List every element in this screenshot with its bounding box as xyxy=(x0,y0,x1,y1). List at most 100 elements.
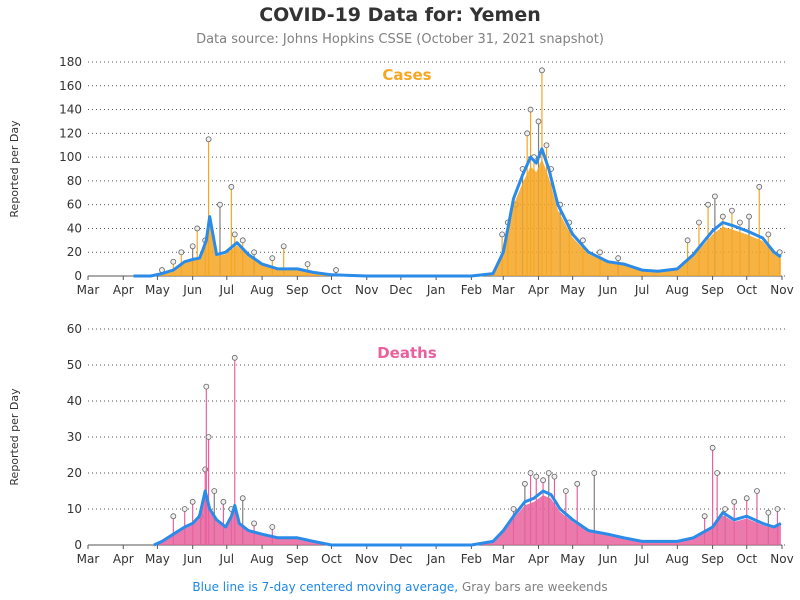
bar-mass-area xyxy=(133,159,781,276)
daily-point xyxy=(231,354,238,361)
daily-point xyxy=(269,524,276,530)
daily-point xyxy=(535,118,542,125)
daily-point xyxy=(170,258,177,265)
daily-point xyxy=(524,130,531,137)
y-tick-label: 60 xyxy=(67,322,82,336)
x-tick-label: Apr xyxy=(528,283,549,297)
daily-point xyxy=(574,480,581,487)
x-tick-label: Sep xyxy=(701,552,724,566)
daily-point xyxy=(228,183,235,190)
daily-point xyxy=(231,231,238,238)
daily-point xyxy=(181,506,188,512)
x-tick-label: Jul xyxy=(219,552,234,566)
daily-point xyxy=(746,213,752,220)
daily-point xyxy=(189,498,196,505)
daily-point xyxy=(539,67,545,74)
footnote-weekends: Gray bars are weekends xyxy=(461,580,608,594)
y-axis-label: Reported per Day xyxy=(8,388,21,486)
page-subtitle: Data source: Johns Hopkins CSSE (October… xyxy=(196,32,604,47)
x-tick-label: Nov xyxy=(355,283,378,297)
x-tick-label: Oct xyxy=(321,552,342,566)
y-tick-label: 140 xyxy=(59,103,82,117)
daily-point xyxy=(251,249,258,256)
x-tick-label: Nov xyxy=(770,283,793,297)
daily-point xyxy=(684,237,691,244)
x-tick-label: Sep xyxy=(286,283,309,297)
x-tick-label: Nov xyxy=(770,552,793,566)
x-tick-label: Jun xyxy=(182,283,202,297)
daily-point xyxy=(765,509,772,516)
daily-point xyxy=(533,473,540,480)
x-tick-label: Feb xyxy=(461,552,482,566)
daily-point xyxy=(205,136,212,143)
x-tick-label: May xyxy=(145,552,170,566)
daily-point xyxy=(774,506,781,512)
x-tick-label: Feb xyxy=(461,283,482,297)
x-tick-label: Jan xyxy=(426,552,446,566)
daily-point xyxy=(696,219,702,226)
daily-point xyxy=(203,383,210,390)
x-tick-label: Mar xyxy=(77,283,100,297)
daily-point xyxy=(743,495,750,502)
daily-point xyxy=(722,506,729,512)
y-tick-label: 60 xyxy=(67,198,82,212)
y-tick-label: 120 xyxy=(59,126,82,140)
x-tick-label: May xyxy=(145,283,170,297)
y-tick-label: 0 xyxy=(74,269,82,283)
daily-point xyxy=(202,466,209,473)
x-tick-label: Aug xyxy=(666,552,689,566)
x-tick-label: Sep xyxy=(701,283,724,297)
daily-point xyxy=(220,498,227,505)
y-tick-label: 100 xyxy=(59,150,82,164)
x-tick-label: Dec xyxy=(389,552,412,566)
daily-point xyxy=(239,495,246,502)
y-tick-label: 160 xyxy=(59,79,82,93)
daily-point xyxy=(521,480,528,487)
daily-point xyxy=(562,488,569,494)
x-tick-label: Jul xyxy=(219,283,234,297)
daily-point xyxy=(719,213,726,220)
y-tick-label: 50 xyxy=(67,358,82,372)
daily-point xyxy=(189,243,196,250)
daily-point xyxy=(178,249,185,256)
daily-point xyxy=(540,477,546,484)
x-tick-label: Apr xyxy=(113,283,134,297)
x-tick-label: Aug xyxy=(250,552,273,566)
daily-point xyxy=(765,231,772,238)
y-tick-label: 180 xyxy=(59,55,82,69)
x-tick-label: May xyxy=(560,552,585,566)
daily-point xyxy=(499,231,506,238)
daily-point xyxy=(543,142,550,149)
x-tick-label: Oct xyxy=(321,283,342,297)
daily-point xyxy=(756,183,763,190)
daily-point xyxy=(269,255,276,262)
footnote: Blue line is 7-day centered moving avera… xyxy=(0,580,800,594)
daily-point xyxy=(280,243,287,250)
x-tick-label: Nov xyxy=(355,552,378,566)
daily-point xyxy=(239,237,246,244)
deaths-panel: 0 10 20 30 40 50 60 Reported per Day Mar Apr May Ju… xyxy=(8,322,794,566)
daily-point xyxy=(510,506,517,512)
daily-point xyxy=(527,470,534,476)
daily-point xyxy=(615,255,622,262)
daily-point xyxy=(217,201,223,208)
x-tick-label: Jun xyxy=(598,552,618,566)
daily-point xyxy=(754,488,760,494)
y-tick-label: 80 xyxy=(67,174,82,188)
y-tick-label: 10 xyxy=(67,502,82,516)
daily-point xyxy=(251,520,258,527)
daily-point xyxy=(333,267,339,273)
y-tick-label: 40 xyxy=(67,221,82,235)
daily-point xyxy=(211,488,218,494)
x-tick-label: Oct xyxy=(736,552,757,566)
x-tick-label: Jun xyxy=(182,552,202,566)
daily-point xyxy=(580,237,586,244)
daily-point xyxy=(194,225,201,232)
cases-panel: 0 20 40 60 80 100 120 140 160 180 Reported per Day… xyxy=(8,55,794,297)
daily-point xyxy=(711,193,718,200)
daily-point xyxy=(709,444,716,451)
moving-average-line xyxy=(153,489,782,547)
daily-point xyxy=(527,106,534,113)
y-tick-label: 0 xyxy=(74,538,82,552)
